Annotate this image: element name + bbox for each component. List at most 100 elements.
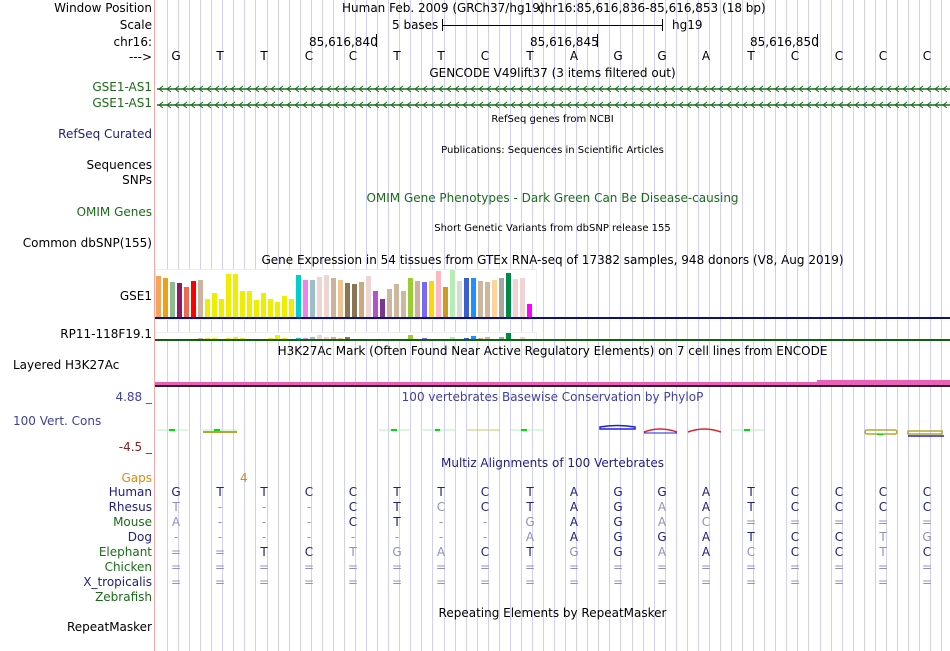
gtex-bar[interactable] <box>219 299 224 317</box>
gtex-bar[interactable] <box>485 282 490 317</box>
gtex-bar[interactable] <box>296 338 301 339</box>
gtex-bar[interactable] <box>282 338 287 339</box>
dbsnp-label[interactable]: Common dbSNP(155) <box>22 236 152 250</box>
gtex-bar[interactable] <box>394 284 399 317</box>
gtex-bar[interactable] <box>310 337 315 339</box>
gtex-bar[interactable] <box>247 291 252 317</box>
gtex-bar[interactable] <box>499 278 504 317</box>
gtex-bar[interactable] <box>296 275 301 317</box>
gtex-bar[interactable] <box>177 283 182 317</box>
gtex-bar[interactable] <box>268 338 273 339</box>
species-label[interactable]: Dog <box>127 530 152 544</box>
gencode-gene-track[interactable] <box>157 83 950 93</box>
omim-label[interactable]: OMIM Genes <box>76 205 152 219</box>
gtex-bar[interactable] <box>163 278 168 317</box>
gtex-bar[interactable] <box>233 337 238 339</box>
gtex-bar[interactable] <box>471 278 476 317</box>
phylop-label[interactable]: 100 Vert. Cons <box>13 414 102 428</box>
gtex-bar[interactable] <box>345 337 350 339</box>
refseq-label[interactable]: RefSeq Curated <box>58 127 152 141</box>
gtex-bar[interactable] <box>324 275 329 317</box>
gtex-bar[interactable] <box>492 280 497 317</box>
species-label[interactable]: Rhesus <box>108 500 152 514</box>
gtex-bar[interactable] <box>415 281 420 317</box>
gtex-bar[interactable] <box>520 337 525 339</box>
gtex-bar[interactable] <box>317 335 322 339</box>
gtex-bar[interactable] <box>233 274 238 317</box>
gtex-bar[interactable] <box>205 338 210 339</box>
gtex-bar[interactable] <box>457 281 462 317</box>
gtex-bar[interactable] <box>345 283 350 317</box>
gtex-bar[interactable] <box>226 338 231 339</box>
gtex-bar[interactable] <box>205 299 210 317</box>
gtex-bar[interactable] <box>513 279 518 317</box>
publications-label[interactable]: Sequences <box>86 158 152 172</box>
gtex-bar[interactable] <box>240 291 245 317</box>
species-label[interactable]: Elephant <box>98 545 152 559</box>
gtex-bar[interactable] <box>450 337 455 339</box>
species-label[interactable]: Mouse <box>113 515 152 529</box>
gtex-bar[interactable] <box>359 282 364 317</box>
repeatmasker-label[interactable]: RepeatMasker <box>66 620 152 634</box>
species-label[interactable]: Zebrafish <box>95 590 152 604</box>
gtex-bar[interactable] <box>198 338 203 339</box>
gtex-bar[interactable] <box>499 337 504 339</box>
gtex-bar[interactable] <box>485 337 490 339</box>
gtex-bar[interactable] <box>422 338 427 339</box>
gencode-gene-label[interactable]: GSE1-AS1 <box>92 96 152 110</box>
gtex-bar[interactable] <box>268 299 273 317</box>
gtex-bar[interactable] <box>478 338 483 339</box>
gtex-bar[interactable] <box>422 282 427 317</box>
gtex-bar[interactable] <box>170 282 175 317</box>
gtex-bar[interactable] <box>240 338 245 339</box>
gtex-bar[interactable] <box>408 278 413 317</box>
gtex-bar[interactable] <box>212 293 217 317</box>
gtex-bar[interactable] <box>352 284 357 317</box>
gtex-bar[interactable] <box>450 270 455 317</box>
gtex-bar[interactable] <box>254 300 259 317</box>
gtex-bar[interactable] <box>198 280 203 317</box>
gtex-bar[interactable] <box>478 281 483 317</box>
gtex-bar[interactable] <box>380 299 385 317</box>
gtex-bar[interactable] <box>338 280 343 317</box>
gtex-bar[interactable] <box>464 278 469 317</box>
gtex-bar[interactable] <box>303 338 308 339</box>
gtex-bar[interactable] <box>212 338 217 339</box>
gtex-bar[interactable] <box>184 287 189 317</box>
gtex-bar[interactable] <box>373 291 378 317</box>
h3k27ac-signal-peak[interactable] <box>817 380 950 382</box>
gtex-bar[interactable] <box>275 302 280 317</box>
gtex-bar[interactable] <box>275 335 280 339</box>
gencode-gene-track[interactable] <box>157 99 950 109</box>
species-label[interactable]: X_tropicalis <box>83 575 152 589</box>
gtex-bar[interactable] <box>387 289 392 317</box>
h3k27ac-label[interactable]: Layered H3K27Ac <box>13 358 120 372</box>
gtex-bar[interactable] <box>506 273 511 317</box>
gtex-bar[interactable] <box>520 278 525 317</box>
gtex-bar[interactable] <box>471 336 476 339</box>
gtex-bar[interactable] <box>401 291 406 317</box>
gtex-bar[interactable] <box>324 337 329 339</box>
gtex-bar[interactable] <box>506 333 511 339</box>
gtex-gene-label[interactable]: RP11-118F19.1 <box>60 327 152 341</box>
gtex-bar[interactable] <box>282 296 287 317</box>
gtex-bar[interactable] <box>317 277 322 317</box>
gtex-bar[interactable] <box>331 278 336 317</box>
gtex-bar[interactable] <box>443 287 448 317</box>
gtex-bar[interactable] <box>408 335 413 339</box>
gtex-gene-label[interactable]: GSE1 <box>119 289 152 303</box>
position-readout[interactable]: chr16:85,616,836-85,616,853 (18 bp) <box>538 1 766 15</box>
gtex-bar[interactable] <box>429 281 434 317</box>
gtex-bar[interactable] <box>156 276 161 317</box>
phylop-plot[interactable] <box>155 420 950 440</box>
gtex-bar[interactable] <box>191 281 196 317</box>
gtex-bar[interactable] <box>436 271 441 317</box>
pub-snps-label[interactable]: SNPs <box>122 173 152 187</box>
species-label[interactable]: Human <box>108 485 152 499</box>
gtex-bar[interactable] <box>303 280 308 317</box>
gtex-bar[interactable] <box>366 276 371 317</box>
gtex-bar[interactable] <box>226 274 231 317</box>
gencode-gene-label[interactable]: GSE1-AS1 <box>92 80 152 94</box>
gtex-bar[interactable] <box>310 280 315 317</box>
gtex-bar[interactable] <box>527 304 532 317</box>
